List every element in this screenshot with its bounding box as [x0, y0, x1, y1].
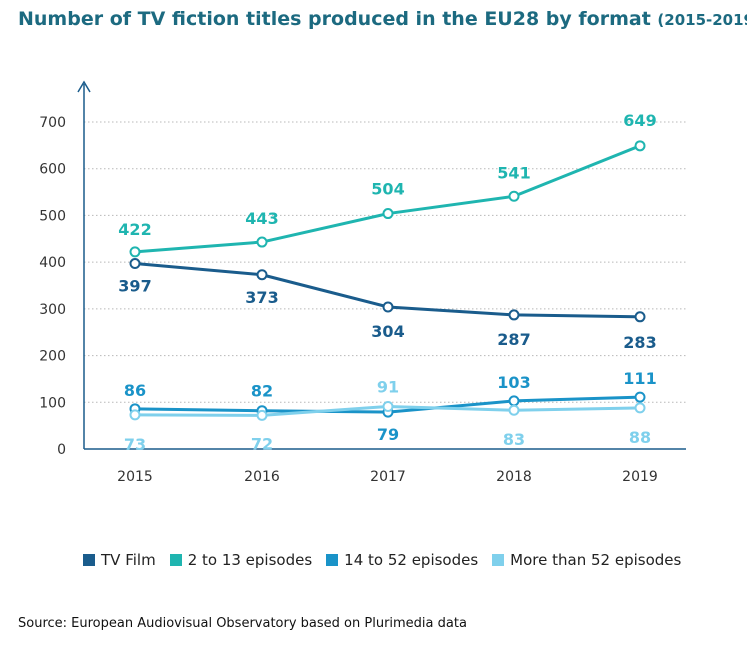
axes	[77, 80, 686, 450]
data-label-tv-film-2017: 304	[371, 322, 404, 341]
chart-title-main: Number of TV fiction titles produced in …	[18, 8, 651, 30]
data-label-more-than-52-2017: 91	[377, 377, 399, 396]
data-label-more-than-52-2015: 73	[124, 435, 146, 454]
x-tick-label-2015: 2015	[117, 469, 153, 485]
source-note: Source: European Audiovisual Observatory…	[18, 616, 467, 631]
data-point-tv-film-2016	[256, 269, 268, 281]
legend-swatch-14-to-52	[326, 554, 339, 566]
legend-swatch-2-to-13	[169, 554, 182, 566]
data-point-more-than-52-2016	[256, 409, 268, 421]
y-tick-label-300: 300	[39, 302, 66, 318]
data-labels: 397 373 304 287 283 422 443 504 541 649 86 82 79 103 1…	[118, 111, 656, 454]
series-line-2-to-13	[134, 144, 641, 254]
series-lines	[129, 140, 646, 421]
chart-title-years: (2015-2019)	[657, 11, 747, 29]
data-point-tv-film-2019	[634, 311, 646, 323]
legend-swatch-tv-film	[83, 554, 95, 566]
legend-label-14-to-52: 14 to 52 episodes	[344, 551, 479, 569]
data-label-14-to-52-2019: 111	[623, 369, 656, 388]
data-point-14-to-52-2019	[634, 391, 646, 403]
legend-label-tv-film: TV Film	[101, 551, 156, 569]
data-label-more-than-52-2018: 83	[503, 430, 525, 449]
data-label-more-than-52-2016: 72	[251, 434, 273, 453]
data-point-tv-film-2017	[382, 301, 394, 313]
data-point-14-to-52-2018	[508, 395, 520, 407]
x-tick-labels: 2015 2016 2017 2018 2019	[117, 469, 658, 485]
data-label-tv-film-2016: 373	[245, 288, 278, 307]
data-point-2-to-13-2018	[508, 190, 520, 202]
data-point-tv-film-2015	[129, 258, 141, 270]
x-tick-label-2019: 2019	[622, 469, 658, 485]
x-tick-label-2017: 2017	[370, 469, 406, 485]
data-label-14-to-52-2018: 103	[497, 373, 530, 392]
legend-label-more-than-52: More than 52 episodes	[510, 551, 682, 569]
y-tick-label-0: 0	[57, 442, 66, 458]
y-tick-label-200: 200	[39, 349, 66, 365]
data-label-2-to-13-2018: 541	[497, 163, 530, 182]
chart-title: Number of TV fiction titles produced in …	[18, 8, 747, 30]
data-label-more-than-52-2019: 88	[629, 428, 651, 447]
legend-item-2-to-13: 2 to 13 episodes	[169, 551, 313, 569]
data-label-tv-film-2019: 283	[623, 333, 656, 352]
data-point-2-to-13-2015	[129, 246, 141, 258]
legend-item-more-than-52: More than 52 episodes	[492, 551, 681, 569]
data-point-2-to-13-2017	[382, 208, 394, 220]
data-label-2-to-13-2015: 422	[118, 220, 151, 239]
data-label-2-to-13-2016: 443	[245, 209, 278, 228]
y-tick-label-400: 400	[39, 255, 66, 271]
data-point-more-than-52-2017	[382, 400, 394, 412]
data-point-tv-film-2018	[508, 309, 520, 321]
y-tick-label-600: 600	[39, 162, 66, 178]
y-tick-label-700: 700	[39, 115, 66, 131]
data-label-14-to-52-2015: 86	[124, 381, 146, 400]
data-label-tv-film-2015: 397	[118, 277, 151, 296]
legend-swatch-more-than-52	[492, 554, 505, 566]
y-tick-label-500: 500	[39, 208, 66, 224]
y-axis-arrow-icon	[77, 80, 91, 93]
legend-item-tv-film: TV Film	[83, 551, 156, 569]
data-label-tv-film-2018: 287	[497, 330, 530, 349]
y-tick-labels: 0 100 200 300 400 500 600 700	[39, 115, 66, 458]
data-point-more-than-52-2019	[634, 402, 646, 414]
x-tick-label-2018: 2018	[496, 469, 532, 485]
data-label-14-to-52-2017: 79	[377, 425, 399, 444]
y-tick-label-100: 100	[39, 395, 66, 411]
data-point-more-than-52-2015	[129, 409, 141, 421]
data-label-2-to-13-2017: 504	[371, 180, 404, 199]
data-point-2-to-13-2019	[634, 140, 646, 152]
legend-label-2-to-13: 2 to 13 episodes	[187, 551, 313, 569]
x-tick-label-2016: 2016	[244, 469, 280, 485]
data-point-more-than-52-2018	[508, 404, 520, 416]
legend-item-14-to-52: 14 to 52 episodes	[326, 551, 478, 569]
data-label-2-to-13-2019: 649	[623, 111, 656, 130]
legend: TV Film 2 to 13 episodes 14 to 52 episod…	[83, 551, 695, 569]
data-point-2-to-13-2016	[256, 236, 268, 248]
data-label-14-to-52-2016: 82	[251, 382, 273, 401]
